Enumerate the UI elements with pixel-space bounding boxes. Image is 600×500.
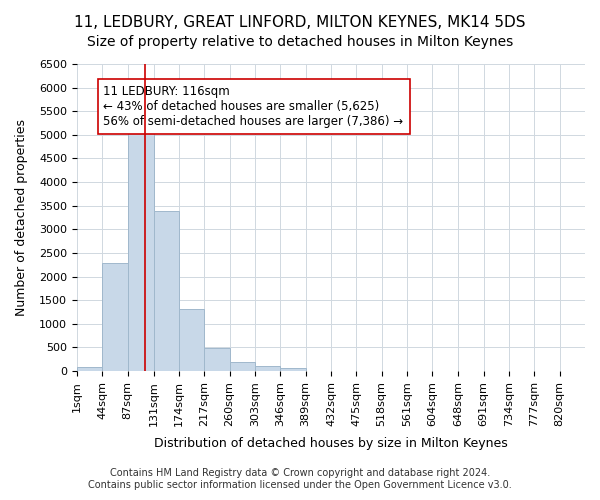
Text: Contains HM Land Registry data © Crown copyright and database right 2024.
Contai: Contains HM Land Registry data © Crown c…	[88, 468, 512, 490]
Bar	[128, 114, 154, 371]
Bar	[230, 362, 255, 371]
Bar	[154, 212, 179, 371]
Bar	[179, 308, 204, 371]
Bar	[77, 368, 103, 371]
Bar	[103, 264, 128, 371]
Text: 11 LEDBURY: 116sqm
← 43% of detached houses are smaller (5,625)
56% of semi-deta: 11 LEDBURY: 116sqm ← 43% of detached hou…	[103, 86, 404, 128]
Bar	[255, 366, 280, 371]
Bar	[204, 348, 230, 371]
X-axis label: Distribution of detached houses by size in Milton Keynes: Distribution of detached houses by size …	[154, 437, 508, 450]
Text: Size of property relative to detached houses in Milton Keynes: Size of property relative to detached ho…	[87, 35, 513, 49]
Bar	[280, 368, 305, 371]
Y-axis label: Number of detached properties: Number of detached properties	[15, 119, 28, 316]
Text: 11, LEDBURY, GREAT LINFORD, MILTON KEYNES, MK14 5DS: 11, LEDBURY, GREAT LINFORD, MILTON KEYNE…	[74, 15, 526, 30]
